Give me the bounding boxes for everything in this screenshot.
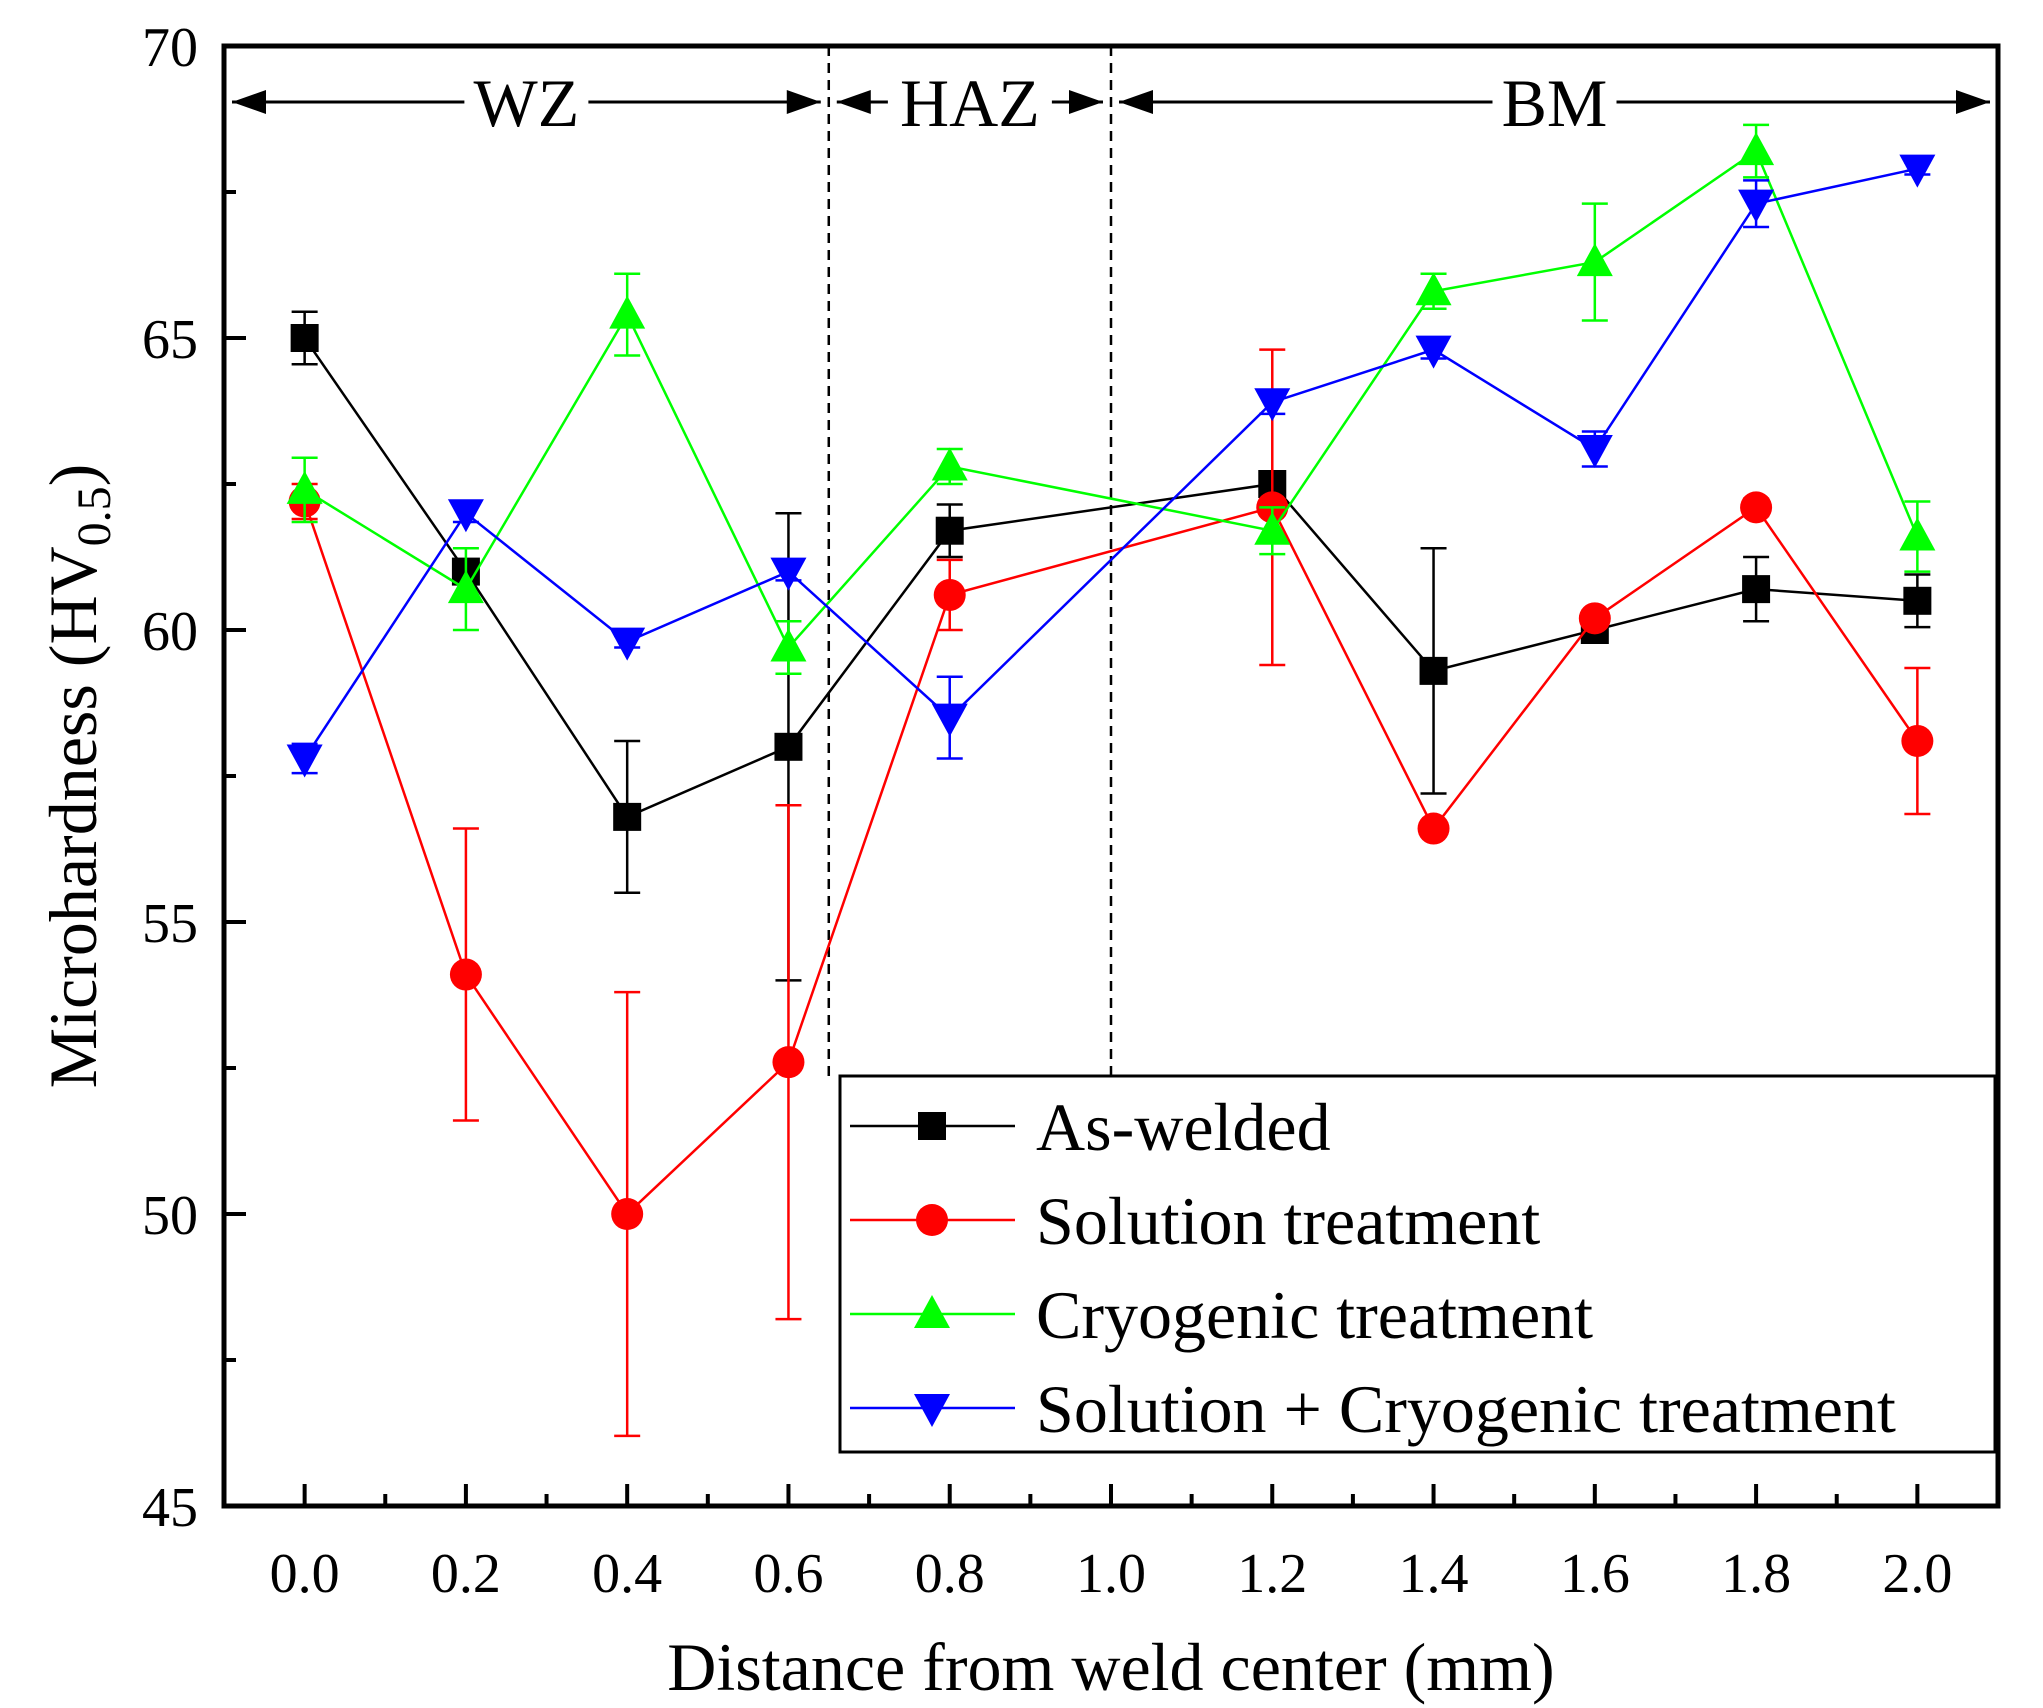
data-point: [613, 802, 642, 831]
data-point: [935, 516, 964, 545]
legend-item: Solution + Cryogenic treatment: [850, 1371, 1896, 1447]
legend-marker: [918, 1112, 946, 1140]
data-point: [611, 1198, 644, 1230]
legend-label: Solution treatment: [1036, 1183, 1540, 1259]
data-point: [772, 1046, 805, 1079]
series-line: [303, 501, 1919, 1216]
legend-box: [838, 1074, 1997, 1454]
series-line: [303, 337, 1918, 819]
y-tick-label: 50: [142, 1185, 198, 1247]
y-tick-label: 70: [142, 17, 198, 79]
data-point: [770, 557, 807, 591]
data-point: [286, 744, 323, 778]
data-point: [286, 470, 323, 504]
zone-arrow-head-right: [786, 90, 821, 114]
zone-label: BM: [1502, 65, 1608, 141]
x-tick-label: 0.0: [270, 1543, 340, 1605]
data-point: [1415, 335, 1452, 369]
data-point: [447, 570, 484, 604]
data-point: [774, 732, 803, 761]
data-series: [286, 123, 1936, 1438]
y-axis-title-main: Microhardness (HV: [35, 546, 111, 1088]
legend-label: Solution + Cryogenic treatment: [1036, 1371, 1896, 1447]
data-point: [1740, 491, 1773, 524]
data-point: [609, 295, 646, 329]
data-point: [1419, 656, 1448, 685]
data-point: [290, 324, 319, 352]
x-tick-label: 0.4: [592, 1543, 662, 1605]
data-point: [1576, 243, 1613, 277]
y-tick-label: 65: [142, 309, 198, 371]
plot-decorations: [827, 46, 1113, 1076]
legend-label: Cryogenic treatment: [1036, 1277, 1593, 1353]
data-point: [447, 499, 484, 533]
x-tick-label: 2.0: [1882, 1543, 1952, 1605]
x-tick-label: 1.8: [1721, 1543, 1791, 1605]
data-point: [1903, 586, 1932, 615]
zone-arrow-head-left: [1119, 90, 1153, 114]
y-axis-title: Microhardness (HV0.5): [35, 464, 121, 1089]
zone-label: HAZ: [900, 65, 1040, 141]
y-tick-label: 55: [142, 893, 198, 955]
data-point: [1254, 511, 1291, 545]
series-circle: [288, 348, 1934, 1438]
x-tick-label: 1.4: [1399, 1543, 1469, 1605]
legend-marker: [916, 1204, 948, 1236]
y-tick-label: 60: [142, 601, 198, 663]
series-triangle-up: [286, 123, 1936, 676]
zone-arrow-head-right: [1069, 90, 1103, 114]
zone-label: WZ: [474, 65, 580, 141]
y-axis-title-subscript: 0.5: [68, 486, 121, 546]
data-point: [931, 447, 968, 481]
x-axis-title: Distance from weld center (mm): [667, 1629, 1554, 1705]
data-point: [1578, 602, 1611, 635]
legend-marker: [914, 1295, 950, 1328]
data-point: [1254, 388, 1291, 422]
zone-arrow-head-left: [232, 90, 266, 114]
legend-item: As-welded: [850, 1089, 1331, 1165]
x-tick-label: 0.8: [915, 1543, 985, 1605]
zone-arrow-head-right: [1956, 90, 1990, 114]
legend: As-welded Solution treatment Cryogenic tre…: [838, 1074, 1997, 1454]
data-point: [1899, 154, 1936, 188]
x-tick-label: 1.6: [1560, 1543, 1630, 1605]
x-tick-label: 0.2: [431, 1543, 501, 1605]
y-tick-label: 45: [142, 1477, 198, 1539]
legend-item: Solution treatment: [850, 1183, 1540, 1259]
axes: 0.0 0.2 0.4 0.6 0.8 1.0 1.2 1.4 1.6 1.8 2.0 45 50 55 6…: [142, 17, 1952, 1605]
data-point: [770, 628, 807, 662]
data-point: [1742, 575, 1771, 604]
data-point: [931, 703, 968, 737]
x-tick-label: 1.2: [1237, 1543, 1307, 1605]
series-line: [303, 167, 1918, 760]
data-point: [1415, 272, 1452, 306]
data-point: [1899, 517, 1936, 551]
series-line: [303, 149, 1919, 650]
data-point: [449, 958, 482, 991]
series-triangle-down: [286, 154, 1936, 778]
zone-arrow-head-left: [836, 90, 871, 114]
y-axis-title-close: ): [35, 464, 111, 487]
legend-marker: [914, 1394, 950, 1427]
data-point: [1738, 189, 1775, 223]
zone-annotations: WZ HAZ BM: [232, 65, 1990, 141]
data-point: [933, 578, 966, 611]
data-point: [1901, 724, 1934, 757]
data-point: [1738, 132, 1775, 166]
legend-label: As-welded: [1036, 1089, 1331, 1165]
data-point: [1417, 812, 1450, 845]
x-tick-label: 0.6: [753, 1543, 823, 1605]
data-point: [609, 627, 646, 661]
x-tick-label: 1.0: [1076, 1543, 1146, 1605]
legend-item: Cryogenic treatment: [850, 1277, 1593, 1353]
data-point: [1576, 434, 1613, 468]
